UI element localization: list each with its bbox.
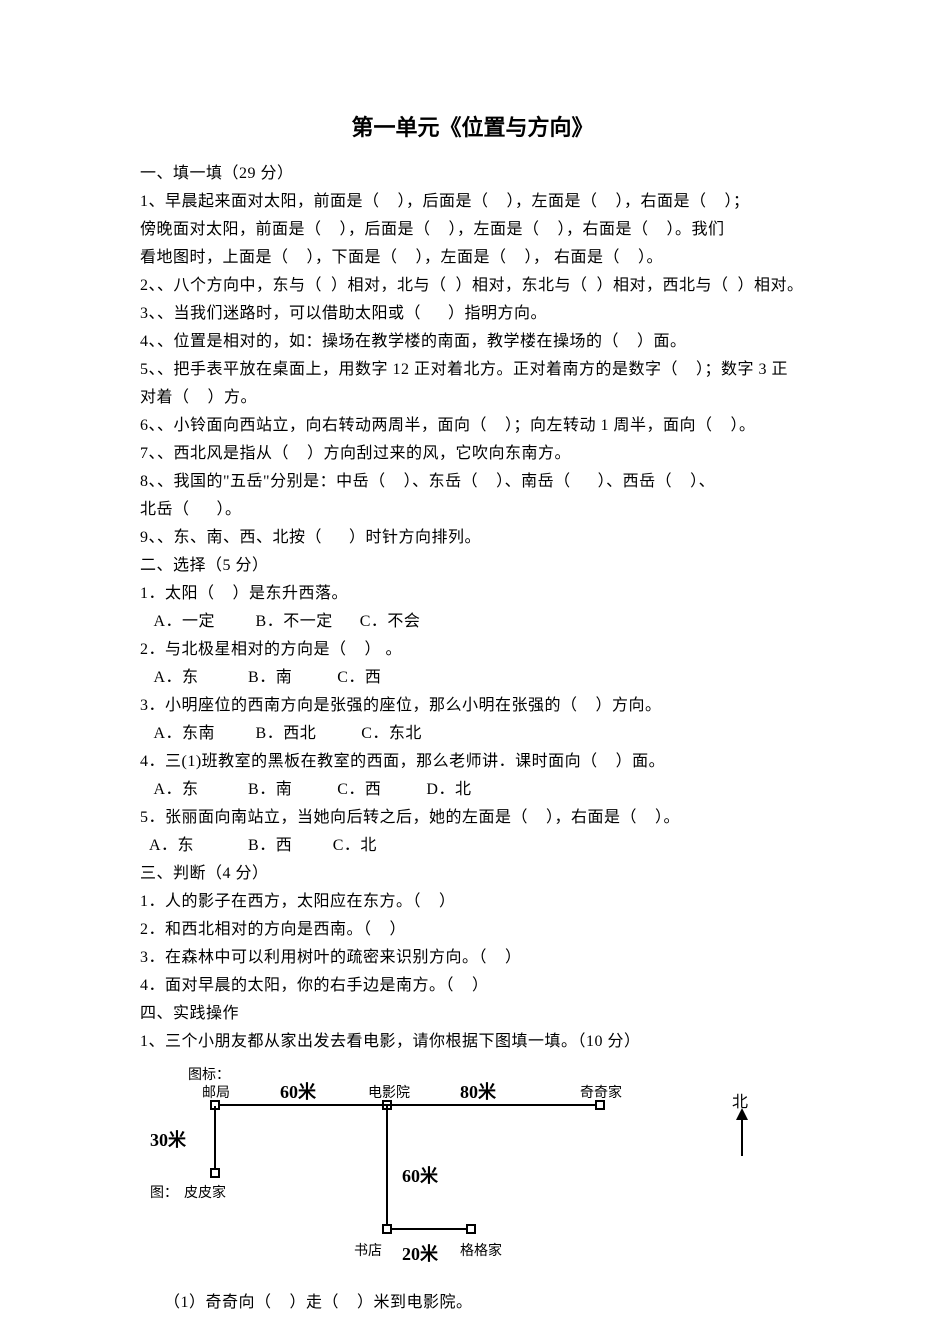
qiqi-home-node xyxy=(595,1100,605,1110)
s2-q3: 3．小明座位的西南方向是张强的座位，那么小明在张强的（ ）方向。 xyxy=(140,692,805,720)
s1-q7: 7、、西北风是指从（ ）方向刮过来的风，它吹向东南方。 xyxy=(140,440,805,468)
s1-q2: 2、、八个方向中，东与（ ）相对，北与（ ）相对，东北与（ ）相对，西北与（ ）… xyxy=(140,272,805,300)
post-office-label: 邮局 xyxy=(202,1082,230,1102)
s2-q3-options: A．东南 B．西北 C．东北 xyxy=(140,720,805,748)
gege-home-label: 格格家 xyxy=(460,1240,502,1260)
s1-q5b: 对着（ ）方。 xyxy=(140,384,805,412)
s2-q4-options: A．东 B．南 C．西 D．北 xyxy=(140,776,805,804)
s3-q2: 2．和西北相对的方向是西南。（ ） xyxy=(140,916,805,944)
pipi-home-node xyxy=(210,1168,220,1178)
s2-q1-options: A．一定 B．不一定 C．不会 xyxy=(140,608,805,636)
map-diagram: 图标： 邮局 60米 电影院 80米 奇奇家 北 30米 图： 皮皮家 60米 … xyxy=(150,1064,800,1289)
dist-20: 20米 xyxy=(402,1240,438,1266)
s4-q1: 1、三个小朋友都从家出发去看电影，请你根据下图填一填。（10 分） xyxy=(140,1028,805,1056)
s2-q2-options: A．东 B．南 C．西 xyxy=(140,664,805,692)
s1-q4: 4、、位置是相对的，如：操场在教学楼的南面，教学楼在操场的（ ）面。 xyxy=(140,328,805,356)
line-bookstore-gege xyxy=(392,1228,466,1230)
s3-q1: 1．人的影子在西方，太阳应在东方。（ ） xyxy=(140,888,805,916)
s3-q4: 4．面对早晨的太阳，你的右手边是南方。（ ） xyxy=(140,972,805,1000)
dist-80: 80米 xyxy=(460,1078,496,1104)
s1-q3: 3、、当我们迷路时，可以借助太阳或（ ）指明方向。 xyxy=(140,300,805,328)
s2-q5: 5．张丽面向南站立，当她向后转之后，她的左面是（ ），右面是（ ）。 xyxy=(140,804,805,832)
s1-q8b: 北岳（ ）。 xyxy=(140,496,805,524)
pipi-home-label: 皮皮家 xyxy=(184,1182,226,1202)
s1-q5a: 5、、把手表平放在桌面上，用数字 12 正对着北方。正对着南方的是数字（ ）；数… xyxy=(140,356,805,384)
s2-q4: 4．三(1)班教室的黑板在教室的西面，那么老师讲．课时面向（ ）面。 xyxy=(140,748,805,776)
s2-q1: 1．太阳（ ）是东升西落。 xyxy=(140,580,805,608)
dist-30: 30米 xyxy=(150,1126,186,1152)
s1-q8a: 8、、我国的"五岳"分别是：中岳（ ）、东岳（ ）、南岳（ ）、西岳（ ）、 xyxy=(140,468,805,496)
s2-q5-options: A．东 B．西 C．北 xyxy=(140,832,805,860)
s1-q1c: 看地图时，上面是（ ），下面是（ ），左面是（ ）， 右面是（ ）。 xyxy=(140,244,805,272)
north-arrow-icon xyxy=(734,1108,750,1161)
dist-60b: 60米 xyxy=(402,1162,438,1188)
section-4-heading: 四、实践操作 xyxy=(140,1000,805,1028)
cinema-label: 电影院 xyxy=(368,1082,410,1102)
s1-q1b: 傍晚面对太阳，前面是（ ），后面是（ ），左面是（ ），右面是（ ）。我们 xyxy=(140,216,805,244)
bookstore-node xyxy=(382,1224,392,1234)
section-3-heading: 三、判断（4 分） xyxy=(140,860,805,888)
tu-label: 图： xyxy=(150,1182,178,1202)
dist-60a: 60米 xyxy=(280,1078,316,1104)
line-post-pipi xyxy=(214,1106,216,1168)
qiqi-home-label: 奇奇家 xyxy=(580,1082,622,1102)
line-top xyxy=(220,1104,595,1106)
s1-q6: 6、、小铃面向西站立，向右转动两周半，面向（ ）；向左转动 1 周半，面向（ ）… xyxy=(140,412,805,440)
gege-home-node xyxy=(466,1224,476,1234)
bookstore-label: 书店 xyxy=(354,1240,382,1260)
line-cinema-bookstore xyxy=(386,1106,388,1226)
legend-label: 图标： xyxy=(188,1064,230,1084)
page-title: 第一单元《位置与方向》 xyxy=(140,110,805,142)
section-2-heading: 二、选择（5 分） xyxy=(140,552,805,580)
s3-q3: 3．在森林中可以利用树叶的疏密来识别方向。（ ） xyxy=(140,944,805,972)
s1-q9: 9、、东、南、西、北按（ ）时针方向排列。 xyxy=(140,524,805,552)
s2-q2: 2．与北极星相对的方向是（ ） 。 xyxy=(140,636,805,664)
s4-sub1: （1）奇奇向（ ）走（ ）米到电影院。 xyxy=(140,1289,805,1317)
section-1-heading: 一、填一填（29 分） xyxy=(140,160,805,188)
s1-q1a: 1、早晨起来面对太阳，前面是（ ），后面是（ ），左面是（ ），右面是（ ）； xyxy=(140,188,805,216)
